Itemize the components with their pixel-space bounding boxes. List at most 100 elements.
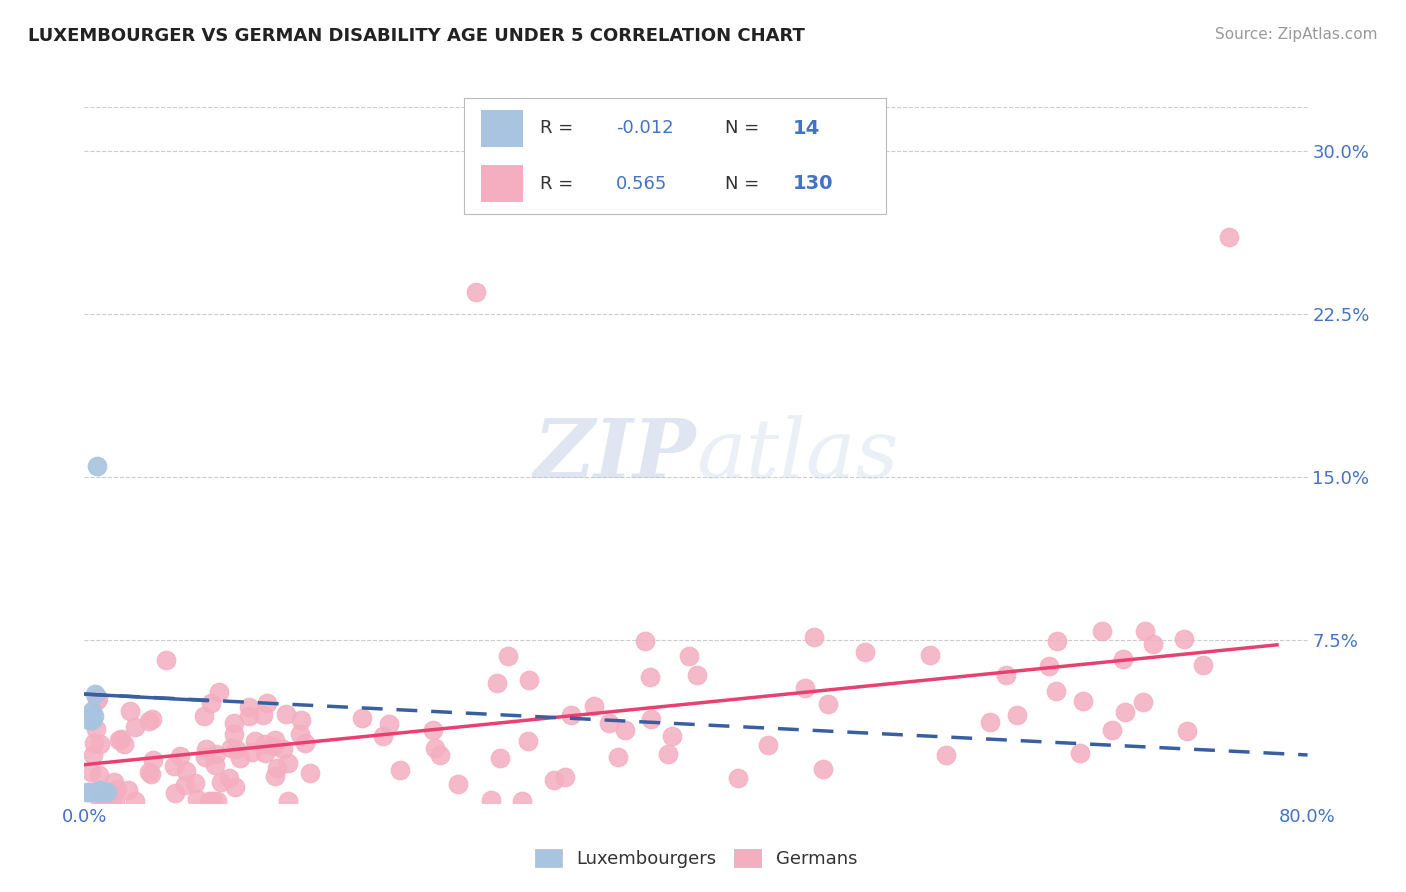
Text: N =: N =	[725, 175, 759, 193]
Point	[118, 704, 141, 718]
Point	[853, 645, 876, 659]
Point	[638, 670, 661, 684]
Point	[89, 737, 111, 751]
Point	[176, 764, 198, 778]
Point	[76, 785, 98, 799]
Point	[1173, 632, 1195, 647]
Point	[918, 648, 941, 663]
Point	[486, 676, 509, 690]
Point	[124, 720, 146, 734]
Point	[89, 768, 111, 782]
Point	[108, 732, 131, 747]
Point	[254, 737, 277, 751]
Point	[446, 777, 468, 791]
Point	[727, 771, 749, 785]
Point	[560, 707, 582, 722]
Point	[264, 769, 287, 783]
Point	[277, 794, 299, 808]
Point	[1132, 695, 1154, 709]
Point	[155, 653, 177, 667]
Point	[686, 668, 709, 682]
Point	[378, 717, 401, 731]
Point	[516, 734, 538, 748]
Legend: Luxembourgers, Germans: Luxembourgers, Germans	[526, 840, 866, 877]
Point	[1069, 746, 1091, 760]
Point	[274, 706, 297, 721]
Point	[79, 785, 101, 799]
Point	[935, 748, 957, 763]
Point	[79, 708, 101, 723]
Point	[425, 741, 447, 756]
Text: 14: 14	[793, 119, 820, 137]
Point	[371, 729, 394, 743]
Point	[1111, 652, 1133, 666]
Point	[1038, 658, 1060, 673]
Point	[1091, 624, 1114, 638]
Point	[83, 736, 105, 750]
Point	[388, 763, 411, 777]
Point	[756, 738, 779, 752]
Point	[640, 712, 662, 726]
Point	[554, 770, 576, 784]
Point	[979, 715, 1001, 730]
Point	[104, 794, 127, 808]
Point	[77, 713, 100, 727]
Point	[1046, 633, 1069, 648]
Point	[124, 794, 146, 808]
Point	[209, 775, 232, 789]
Point	[256, 696, 278, 710]
Point	[186, 792, 208, 806]
Point	[543, 772, 565, 787]
Text: R =: R =	[540, 175, 574, 193]
Point	[173, 778, 195, 792]
Point	[263, 733, 285, 747]
Point	[87, 785, 110, 799]
Point	[290, 727, 312, 741]
Text: Source: ZipAtlas.com: Source: ZipAtlas.com	[1215, 27, 1378, 42]
Point	[141, 712, 163, 726]
Text: LUXEMBOURGER VS GERMAN DISABILITY AGE UNDER 5 CORRELATION CHART: LUXEMBOURGER VS GERMAN DISABILITY AGE UN…	[28, 27, 806, 45]
Point	[429, 747, 451, 762]
Point	[80, 713, 103, 727]
Point	[87, 690, 110, 705]
Point	[142, 753, 165, 767]
Point	[82, 747, 104, 762]
Point	[811, 762, 834, 776]
Point	[89, 794, 111, 808]
Point	[225, 742, 247, 756]
Point	[204, 758, 226, 772]
Point	[86, 692, 108, 706]
Point	[184, 775, 207, 789]
Point	[582, 699, 605, 714]
Point	[103, 775, 125, 789]
Point	[465, 285, 488, 299]
Point	[80, 705, 103, 719]
Point	[86, 458, 108, 473]
Point	[657, 747, 679, 762]
Point	[96, 785, 118, 799]
Point	[238, 709, 260, 723]
Point	[89, 782, 111, 797]
Point	[80, 765, 103, 780]
FancyBboxPatch shape	[481, 110, 523, 147]
Point	[205, 747, 228, 762]
Point	[252, 707, 274, 722]
Point	[117, 782, 139, 797]
Point	[198, 794, 221, 808]
Point	[222, 716, 245, 731]
Point	[110, 732, 132, 747]
Point	[517, 673, 540, 688]
Point	[219, 741, 242, 756]
Point	[678, 648, 700, 663]
Point	[91, 794, 114, 808]
Point	[1101, 723, 1123, 737]
Point	[350, 710, 373, 724]
Point	[84, 687, 107, 701]
Text: 130: 130	[793, 175, 834, 194]
Point	[422, 723, 444, 738]
Point	[817, 698, 839, 712]
Text: R =: R =	[540, 120, 574, 137]
Point	[163, 759, 186, 773]
Point	[91, 785, 114, 799]
Point	[1133, 624, 1156, 639]
